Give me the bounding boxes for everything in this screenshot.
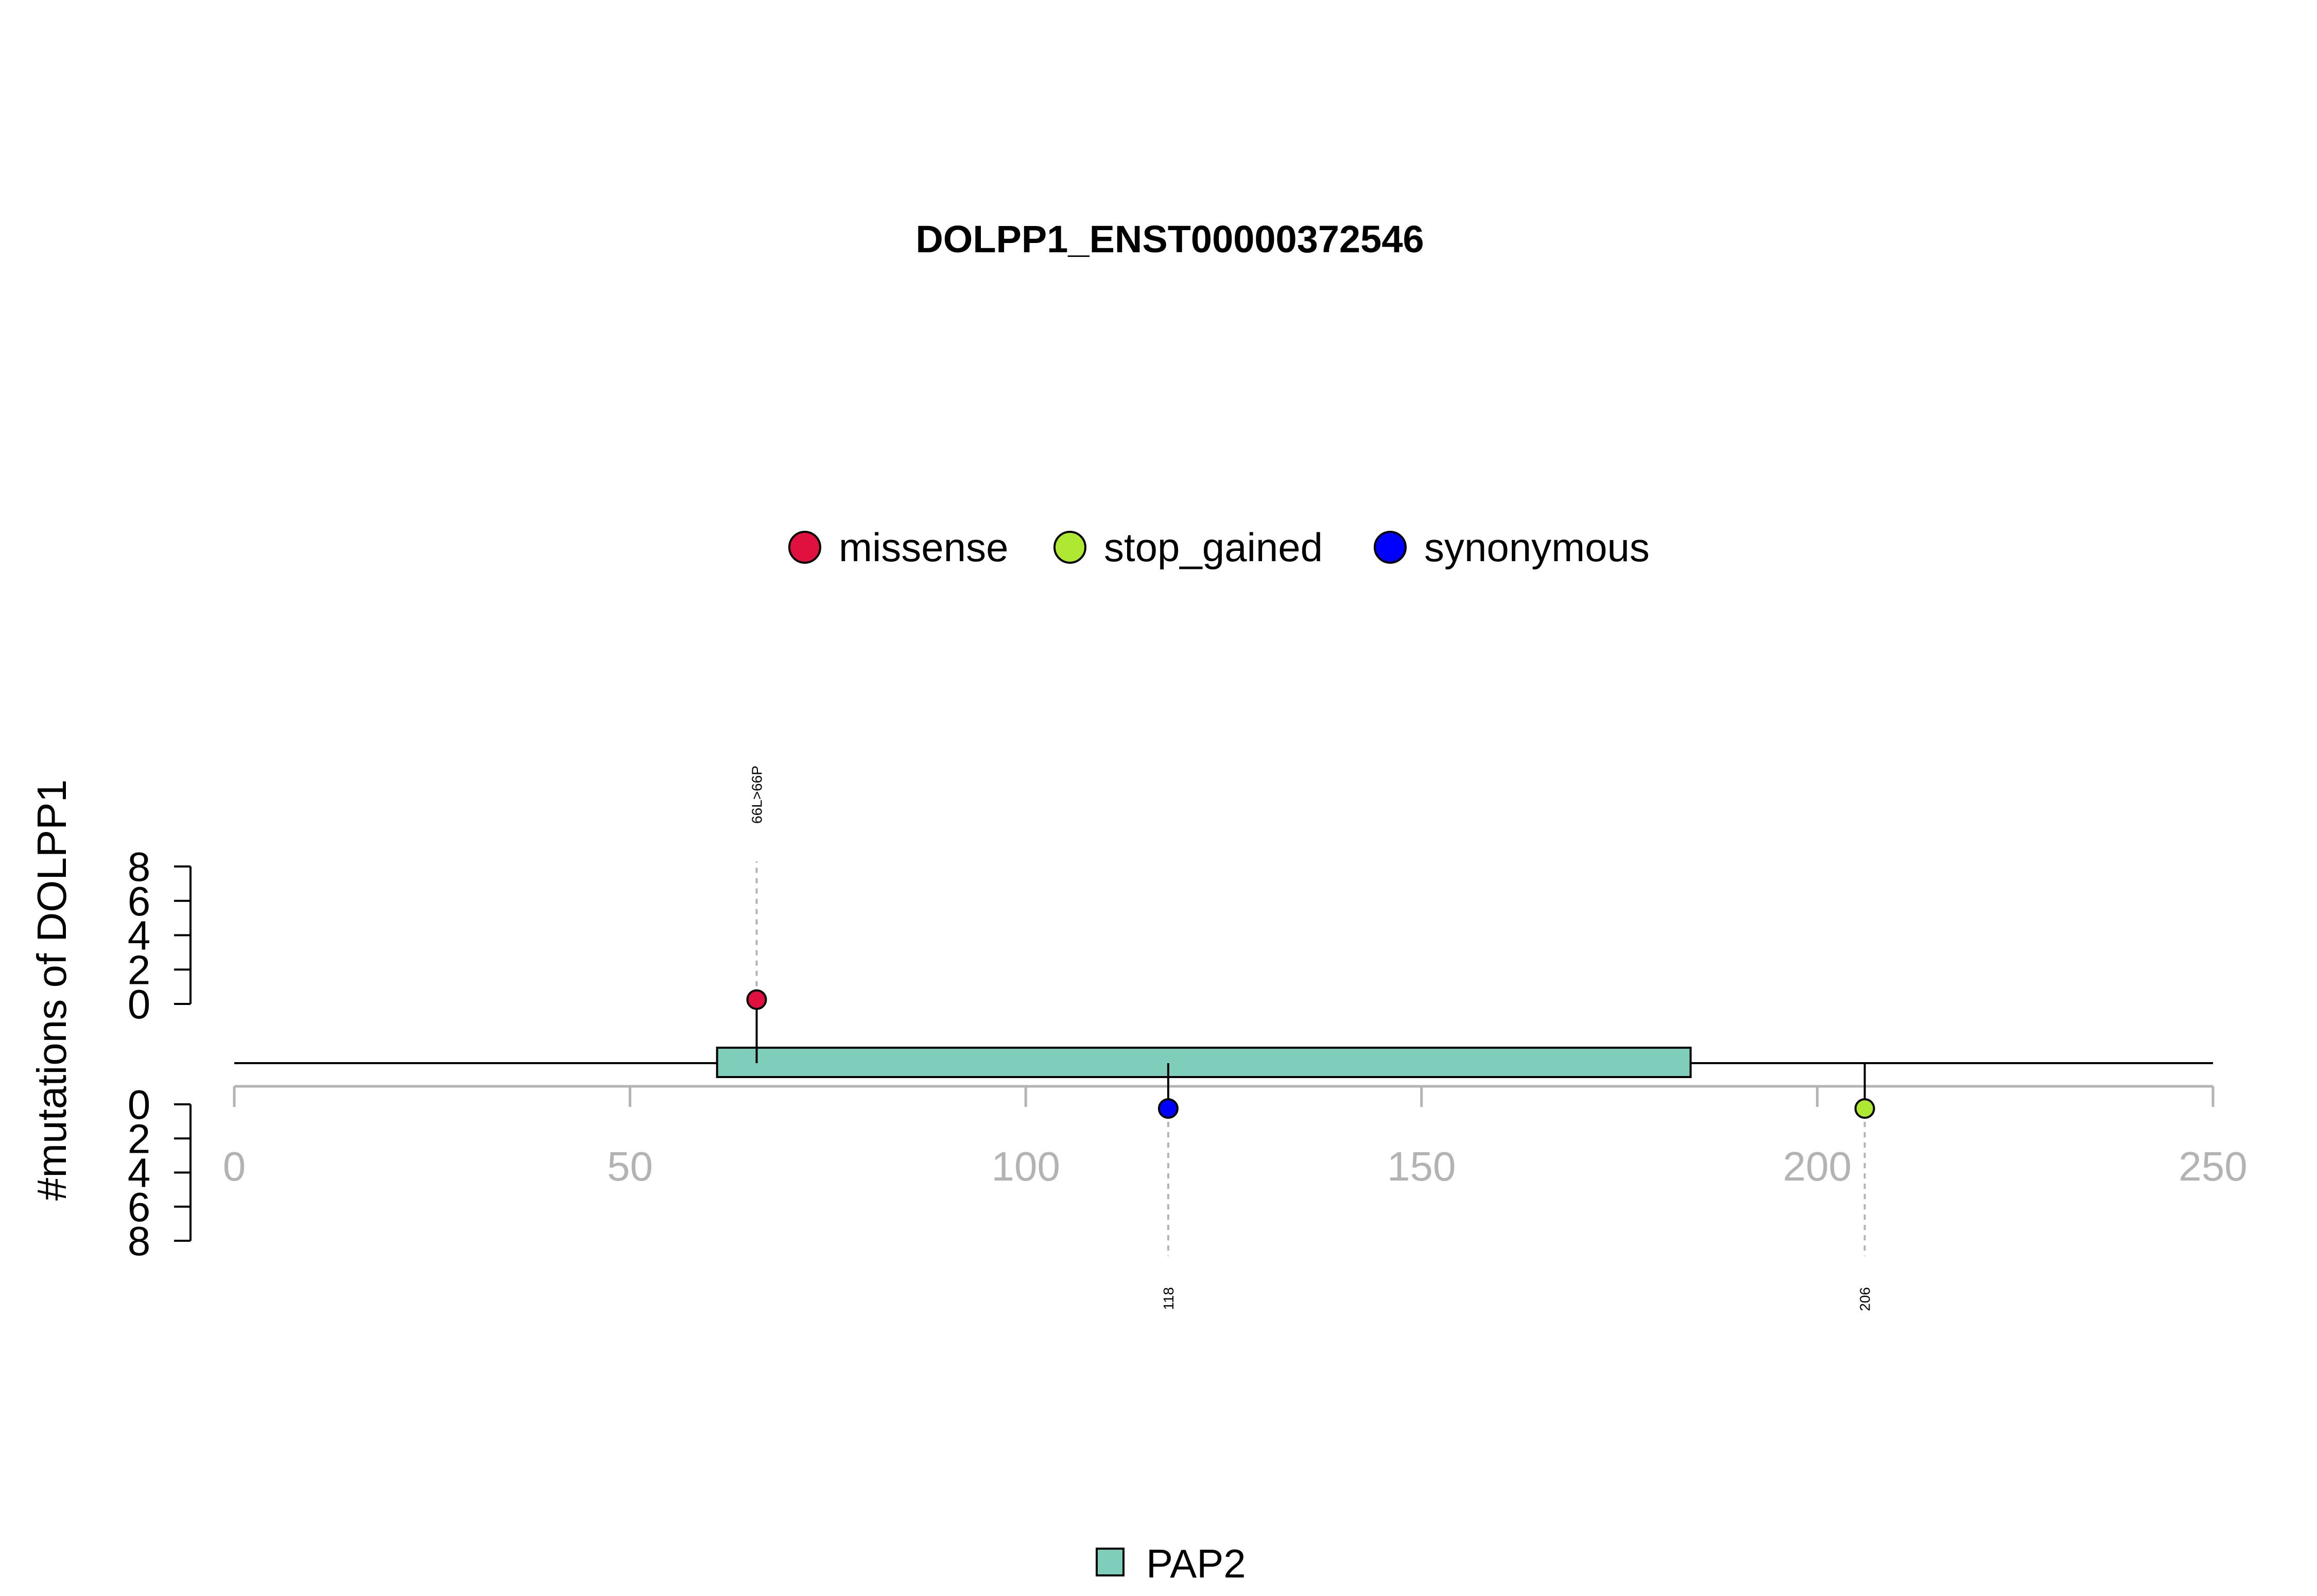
y-tick-label-upper-0: 0 xyxy=(128,981,151,1027)
mutation-point-66 xyxy=(746,989,767,1010)
mutation-label-118: 118 xyxy=(1161,1287,1177,1310)
x-tick-label-100: 100 xyxy=(991,1143,1060,1189)
domain-legend-swatch-PAP2 xyxy=(1096,1548,1125,1576)
x-tick-label-200: 200 xyxy=(1783,1143,1852,1189)
x-tick-label-150: 150 xyxy=(1387,1143,1456,1189)
y-tick-label-upper-8: 8 xyxy=(128,844,151,890)
legend-swatch-synonymous xyxy=(1374,531,1407,564)
y-axis-label: #mutations of DOLPP1 xyxy=(29,779,75,1201)
mutation-lollipops: 66L>66P 118 206 xyxy=(746,766,1875,1311)
domain-legend: PAP2 xyxy=(1096,1541,1246,1586)
x-tick-label-50: 50 xyxy=(607,1143,653,1189)
legend-swatch-stop_gained xyxy=(1053,531,1086,564)
y-tick-label-lower-8: 8 xyxy=(128,1218,151,1264)
domain-PAP2 xyxy=(716,1047,1692,1078)
mutation-type-legend: missense stop_gained synonymous xyxy=(788,525,1650,570)
y-tick-label-upper-2: 2 xyxy=(128,947,151,993)
x-axis: 0 50 100 150 200 250 xyxy=(223,1085,2247,1189)
y-tick-label-lower-6: 6 xyxy=(128,1184,151,1230)
legend-swatch-missense xyxy=(788,531,821,564)
y-tick-label-upper-6: 6 xyxy=(128,878,151,924)
y-tick-label-upper-4: 4 xyxy=(128,913,151,959)
y-tick-label-lower-4: 4 xyxy=(128,1150,151,1196)
legend-label-synonymous: synonymous xyxy=(1424,525,1650,570)
mutation-label-206: 206 xyxy=(1857,1287,1873,1311)
protein-track xyxy=(234,1047,2213,1078)
legend-label-stop_gained: stop_gained xyxy=(1104,525,1323,570)
chart-title: DOLPP1_ENST00000372546 xyxy=(915,218,1424,261)
mutation-point-206 xyxy=(1854,1098,1875,1119)
domain-legend-label-PAP2: PAP2 xyxy=(1146,1541,1246,1586)
y-tick-label-lower-0: 0 xyxy=(128,1082,151,1127)
x-tick-label-250: 250 xyxy=(2178,1143,2247,1189)
mutation-point-118 xyxy=(1157,1098,1179,1119)
mutation-label-66: 66L>66P xyxy=(749,766,765,824)
x-tick-label-0: 0 xyxy=(223,1143,246,1189)
legend-label-missense: missense xyxy=(839,525,1008,570)
y-tick-label-lower-2: 2 xyxy=(128,1116,151,1161)
